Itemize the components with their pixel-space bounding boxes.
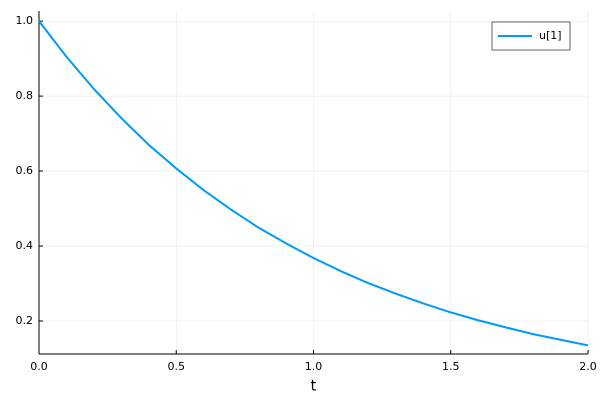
y-tick-label: 0.8 — [16, 89, 34, 102]
y-tick-label: 0.2 — [16, 314, 34, 327]
line — [38, 20, 589, 347]
y-tick-label: 0.6 — [16, 164, 34, 177]
y-tick-label: 0.4 — [16, 239, 34, 252]
y-tick-label: 1.0 — [16, 14, 34, 27]
x-tick-label: 1.5 — [442, 360, 460, 373]
x-tick-label: 1.0 — [305, 360, 323, 373]
x-tick-label: 0.5 — [168, 360, 186, 373]
legend-label: u[1] — [539, 29, 562, 42]
x-axis-label: t — [311, 377, 317, 395]
x-tick-label: 0.0 — [30, 360, 48, 373]
x-tick-label: 2.0 — [579, 360, 597, 373]
